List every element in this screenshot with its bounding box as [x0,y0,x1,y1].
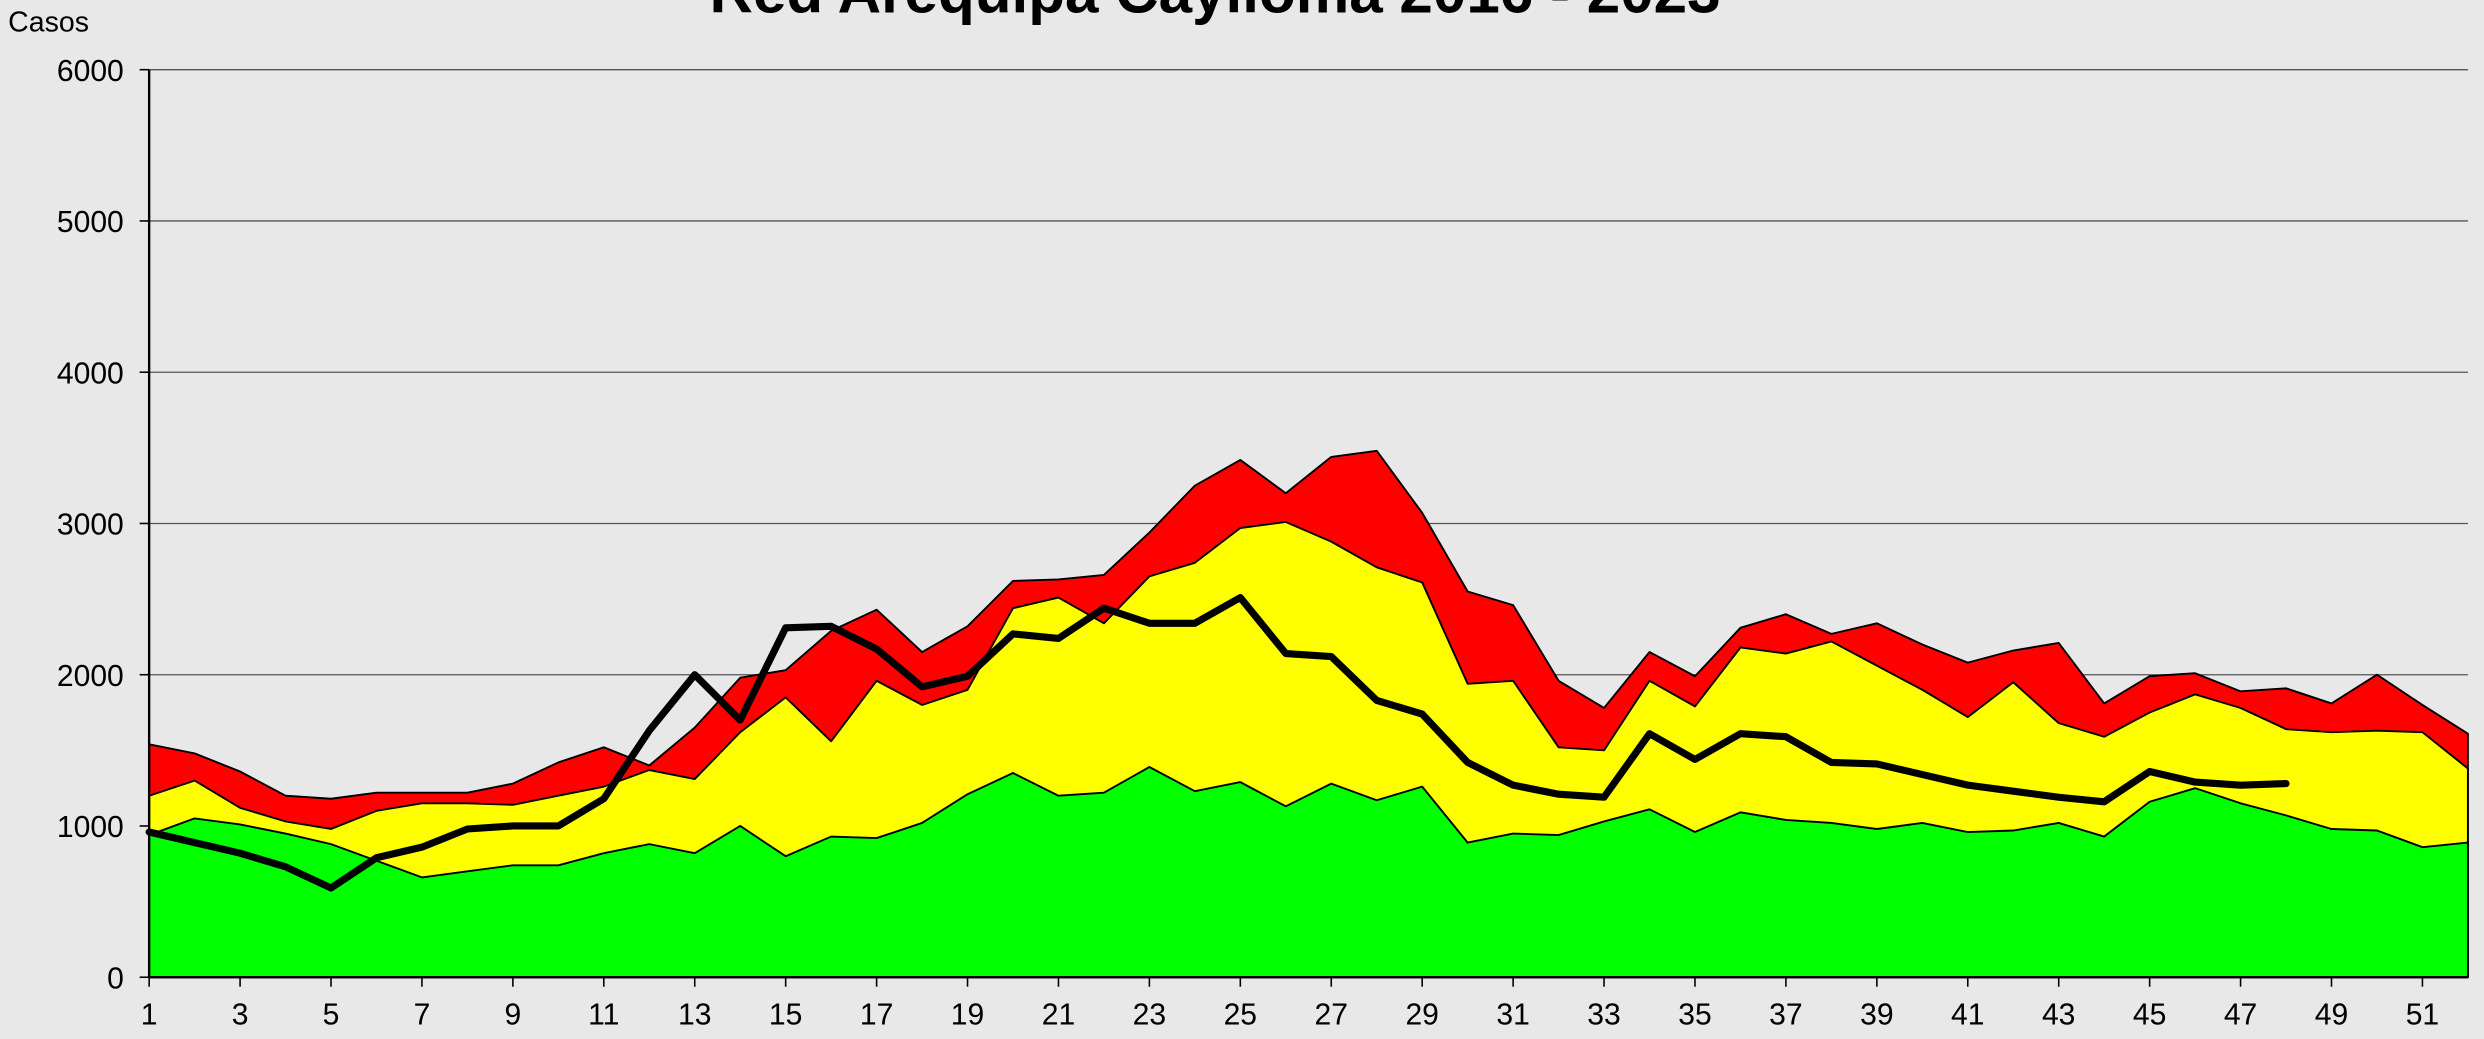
x-tick-label: 35 [1678,999,1711,1032]
x-tick-label: 27 [1315,999,1348,1032]
x-tick-label: 25 [1224,999,1257,1032]
x-tick-label: 15 [769,999,802,1032]
x-tick-label: 31 [1496,999,1529,1032]
area [148,766,2469,979]
x-tick-label: 9 [505,999,522,1032]
x-tick-label: 13 [678,999,711,1032]
x-tick-label: 37 [1769,999,1802,1032]
x-tick-label: 43 [2042,999,2075,1032]
x-tick-label: 11 [588,999,619,1032]
y-tick-label: 0 [107,962,124,995]
x-tick-label: 5 [323,999,340,1032]
y-axis-label: Casos [8,7,89,39]
line [145,594,2290,892]
y-tick-label: 1000 [57,811,124,844]
chart-title: Red Arequipa Caylloma 2016 - 2023 [710,0,1721,26]
x-tick-label: 39 [1860,999,1893,1032]
x-tick-label: 3 [232,999,249,1032]
y-tick-label: 5000 [57,206,124,239]
x-tick-label: 29 [1405,999,1438,1032]
y-tick-label: 6000 [57,55,124,88]
x-tick-label: 19 [951,999,984,1032]
x-tick-label: 47 [2224,999,2257,1032]
y-tick-label: 4000 [57,357,124,390]
x-tick-label: 21 [1042,999,1075,1032]
y-tick-label: 2000 [57,660,124,693]
x-tick-label: 33 [1587,999,1620,1032]
x-tick-label: 41 [1951,999,1984,1032]
x-tick-label: 49 [2315,999,2348,1032]
x-tick-label: 7 [414,999,431,1032]
x-tick-label: 51 [2406,999,2439,1032]
x-tick-label: 23 [1133,999,1166,1032]
x-tick-label: 1 [141,999,158,1032]
y-tick-label: 3000 [57,509,124,542]
x-tick-label: 17 [860,999,893,1032]
x-tick-label: 45 [2133,999,2166,1032]
